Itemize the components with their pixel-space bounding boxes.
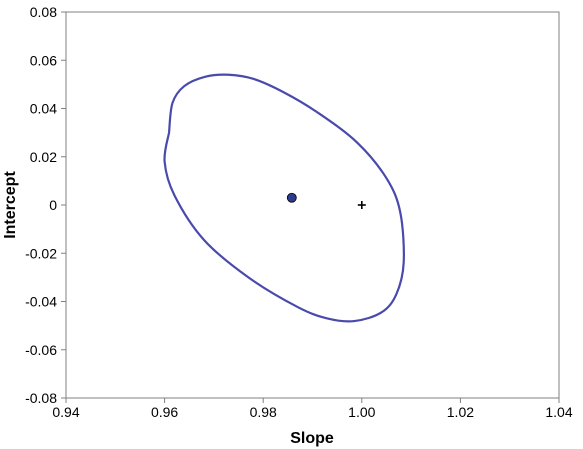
- x-axis-title: Slope: [290, 430, 334, 447]
- y-tick-label: 0.02: [30, 149, 57, 165]
- y-tick-label: 0: [49, 197, 57, 213]
- x-tick-label: 0.96: [151, 404, 178, 420]
- x-axis-ticks: 0.94 0.96 0.98 1.00 1.02 1.04: [52, 398, 573, 420]
- x-tick-label: 0.98: [250, 404, 277, 420]
- y-tick-label: 0.08: [30, 4, 57, 20]
- x-tick-label: 1.02: [447, 404, 474, 420]
- plot-area: [65, 11, 560, 399]
- estimate-point: [286, 192, 297, 203]
- y-axis-title: Intercept: [2, 171, 19, 239]
- x-tick-label: 1.04: [545, 404, 572, 420]
- y-tick-label: -0.08: [25, 390, 57, 406]
- y-tick-label: -0.02: [25, 245, 57, 261]
- y-tick-label: -0.06: [25, 342, 57, 358]
- y-axis-ticks: -0.08 -0.06 -0.04 -0.02 0 0.02 0.04 0.06 0.08: [25, 4, 66, 406]
- series-layer: [163, 73, 405, 323]
- x-tick-label: 1.00: [348, 404, 375, 420]
- y-tick-label: 0.04: [30, 101, 57, 117]
- x-tick-label: 0.94: [52, 404, 79, 420]
- reference-point-plus: [357, 201, 366, 209]
- y-tick-label: 0.06: [30, 52, 57, 68]
- confidence-ellipse: [163, 73, 405, 323]
- y-tick-label: -0.04: [25, 294, 57, 310]
